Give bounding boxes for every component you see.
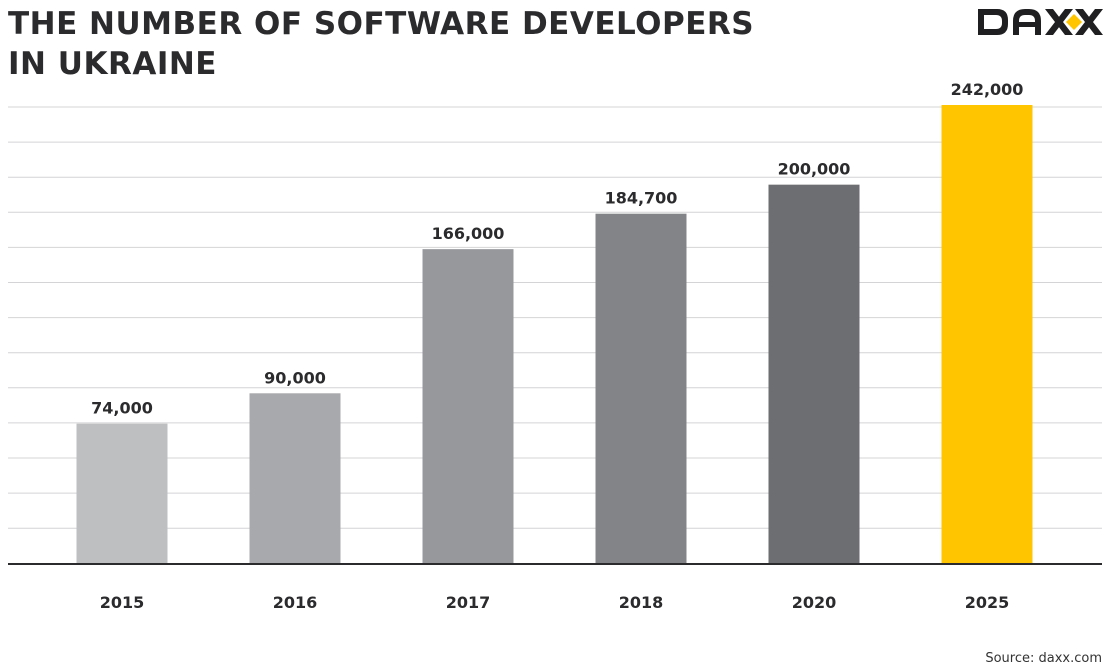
daxx-logo [978,9,1103,35]
source-note: Source: daxx.com [985,651,1102,666]
x-tick-label-2025: 2025 [965,593,1010,612]
data-label-2025: 242,000 [951,80,1024,99]
bar-2020 [768,184,860,564]
data-label-2016: 90,000 [264,368,326,387]
x-tick-label-2020: 2020 [792,593,837,612]
bar-2025 [941,105,1033,564]
bar-2018 [595,213,687,564]
data-label-2015: 74,000 [91,399,153,418]
bar-2017 [422,249,514,565]
bar-2015 [76,423,168,564]
data-label-2018: 184,700 [605,189,678,208]
data-label-2017: 166,000 [432,224,505,243]
title-line-1: THE NUMBER OF SOFTWARE DEVELOPERS [8,6,755,42]
x-tick-label-2016: 2016 [273,593,318,612]
title-line-2: IN UKRAINE [8,46,217,82]
x-tick-label-2015: 2015 [100,593,145,612]
bar-2016 [249,393,341,564]
x-tick-label-2018: 2018 [619,593,664,612]
data-label-2020: 200,000 [778,160,851,179]
x-tick-label-2017: 2017 [446,593,491,612]
chart-title: THE NUMBER OF SOFTWARE DEVELOPERS IN UKR… [8,4,754,84]
